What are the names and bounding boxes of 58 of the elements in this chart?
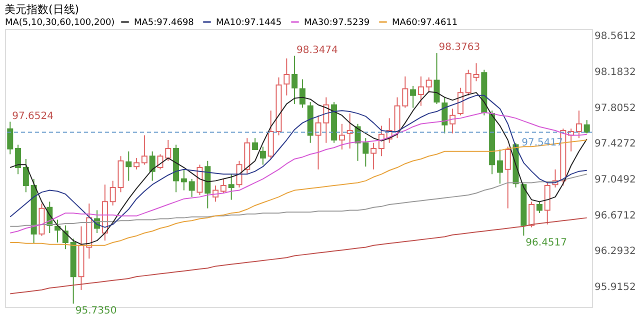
line-series xyxy=(10,140,588,246)
candlestick xyxy=(450,108,456,134)
annotation: 96.4517 xyxy=(526,238,568,249)
candlestick xyxy=(536,201,542,214)
candlestick xyxy=(528,201,535,228)
candlestick xyxy=(370,142,377,170)
y-tick-label: 95.9152 xyxy=(594,282,636,294)
candlestick xyxy=(228,174,234,200)
annotation: 98.3763 xyxy=(438,42,480,54)
candlestick xyxy=(504,146,511,209)
candlestick xyxy=(584,120,590,134)
y-tick-label: 97.0492 xyxy=(594,174,636,186)
candlestick xyxy=(165,140,172,162)
legend-label: MA10:97.1445 xyxy=(216,18,282,28)
candlestick xyxy=(426,76,432,94)
y-tick-label: 98.5612 xyxy=(594,31,636,42)
candlestick xyxy=(62,224,68,250)
candlestick xyxy=(410,85,416,108)
candlestick xyxy=(473,62,480,82)
y-tick-label: 97.4272 xyxy=(594,138,636,150)
candlestick xyxy=(434,52,440,104)
candlestick xyxy=(299,78,306,108)
candlestick xyxy=(188,178,195,198)
candlestick xyxy=(465,69,472,96)
candlestick xyxy=(236,160,242,188)
candlestick xyxy=(252,138,258,150)
legend-title: MA(5,10,30,60,100,200) xyxy=(5,18,115,28)
annotation: 98.3474 xyxy=(296,44,338,56)
candlestick xyxy=(346,112,353,150)
candlestick xyxy=(157,154,164,170)
candlestick xyxy=(180,168,187,191)
candlestick xyxy=(134,158,140,170)
candlestick xyxy=(457,87,464,116)
candlestick xyxy=(7,121,14,155)
y-tick-label: 97.8052 xyxy=(594,102,636,114)
candlestick xyxy=(149,150,156,182)
annotation: 95.7350 xyxy=(75,306,117,317)
candlestick xyxy=(418,76,424,106)
candlestick xyxy=(576,110,582,139)
candlestick xyxy=(141,134,148,166)
y-tick-label: 96.2932 xyxy=(594,246,636,258)
candlestick xyxy=(338,123,345,150)
annotation: 97.6524 xyxy=(12,110,54,122)
candlestick xyxy=(220,178,226,194)
legend-label: MA60:97.4611 xyxy=(392,18,458,28)
candlestick xyxy=(496,149,503,184)
candlestick xyxy=(22,158,29,193)
y-tick-label: 96.6712 xyxy=(594,210,636,222)
candlestick xyxy=(292,55,298,104)
legend-label: MA5:97.4698 xyxy=(134,18,194,28)
candlestick xyxy=(260,146,266,166)
chart-title: 美元指数(日线) xyxy=(4,3,80,16)
y-tick-label: 98.1832 xyxy=(594,66,636,78)
candlestick xyxy=(442,96,448,134)
candlestick xyxy=(15,144,22,175)
candlestick xyxy=(284,58,290,96)
legend-label: MA30:97.5239 xyxy=(304,18,370,28)
candlestick xyxy=(126,150,132,182)
